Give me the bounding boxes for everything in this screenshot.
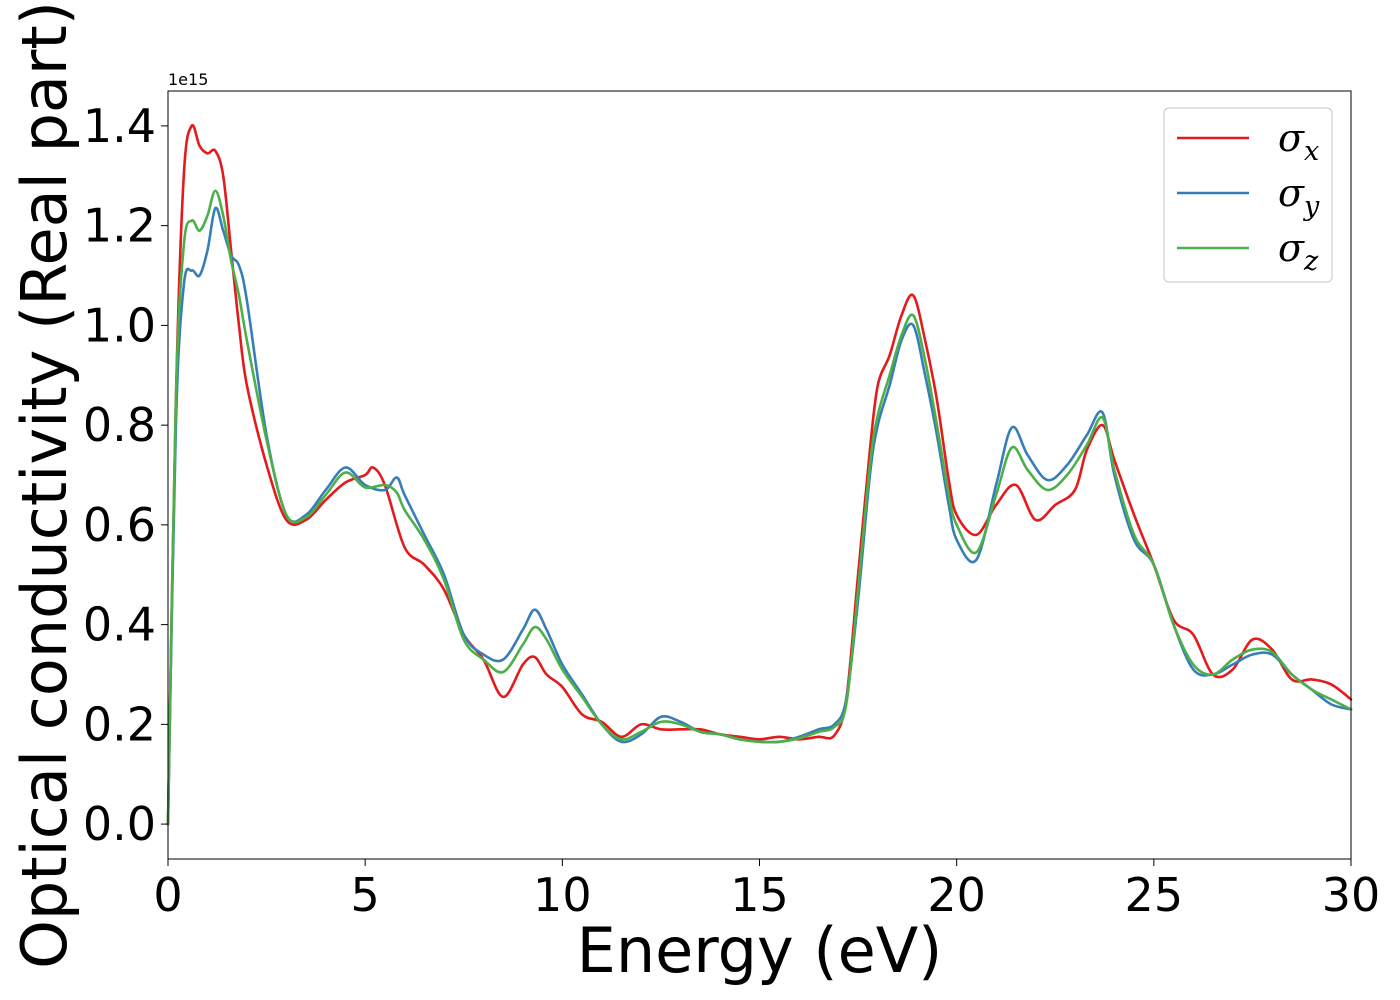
y-tick-label: 1.2 [83,199,156,253]
y-tick-label: 1.0 [83,298,156,352]
y-axis-label: Optical conductivity (Real part) [8,1,81,969]
y-offset-label: 1e15 [168,70,208,89]
legend-label-z: σz [1278,226,1319,277]
x-tick-label: 15 [730,868,789,922]
series-layer [166,123,1353,826]
y-tick-label: 0.2 [83,697,156,751]
x-tick-label: 10 [533,868,592,922]
x-tick-label: 20 [927,868,986,922]
x-tick-label: 5 [351,868,380,922]
x-tick-label: 30 [1322,868,1381,922]
y-tick-label: 1.4 [83,99,156,153]
y-tick-label: 0.8 [83,398,156,452]
x-tick-label: 0 [153,868,182,922]
y-axis-ticks: 0.0 0.2 0.4 0.6 0.8 1.0 1.2 1.4 [83,99,168,851]
legend-label-y: σy [1278,171,1320,222]
x-axis-label: Energy (eV) [577,914,943,987]
x-tick-label: 25 [1125,868,1184,922]
x-axis-ticks: 0 5 10 15 20 25 30 [153,859,1380,922]
legend-frame [1163,107,1333,283]
series-line-z [166,189,1353,826]
y-tick-label: 0.6 [83,498,156,552]
y-tick-label: 0.0 [83,797,156,851]
y-tick-label: 0.4 [83,598,156,652]
legend-label-x: σx [1278,116,1319,167]
